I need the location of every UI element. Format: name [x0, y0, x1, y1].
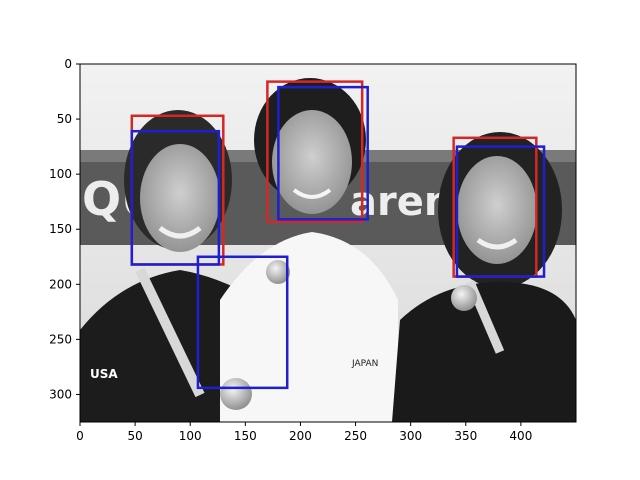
x-tick-label: 350: [454, 429, 477, 443]
blue-bounding-box: [277, 85, 369, 221]
y-axis: 0 50 100 150 200 250 300: [49, 57, 80, 401]
y-tick-label: 300: [49, 387, 72, 401]
y-tick-label: 150: [49, 222, 72, 236]
axes-frame: [79, 63, 577, 423]
blue-bounding-box: [130, 129, 221, 266]
x-tick-label: 50: [127, 429, 142, 443]
detection-boxes: [130, 80, 546, 390]
x-tick-label: 300: [399, 429, 422, 443]
japan-text: JAPAN: [351, 359, 378, 369]
usa-text: USA: [90, 367, 118, 381]
y-tick-label: 100: [49, 167, 72, 181]
red-bounding-box: [266, 80, 364, 223]
left-face: [140, 144, 220, 252]
left-medal: [220, 378, 252, 410]
center-medal: [266, 260, 290, 284]
right-face: [457, 156, 537, 264]
x-tick-label: 250: [344, 429, 367, 443]
y-tick-label: 250: [49, 332, 72, 346]
x-axis: 0 50 100 150 200 250 300 350 400: [76, 422, 532, 443]
photo-image: QU arena USA JAPAN: [80, 64, 576, 422]
y-tick-label: 200: [49, 277, 72, 291]
x-tick-label: 0: [76, 429, 84, 443]
center-body: [220, 232, 398, 422]
y-tick-label: 50: [57, 112, 72, 126]
right-medal: [451, 285, 477, 311]
x-tick-label: 200: [289, 429, 312, 443]
right-body: [392, 282, 576, 422]
y-tick-label: 0: [64, 57, 72, 71]
x-tick-label: 150: [234, 429, 257, 443]
x-tick-label: 400: [509, 429, 532, 443]
blue-bounding-box: [196, 255, 289, 390]
center-face: [272, 110, 352, 214]
x-tick-label: 100: [179, 429, 202, 443]
blue-bounding-box: [455, 145, 546, 278]
